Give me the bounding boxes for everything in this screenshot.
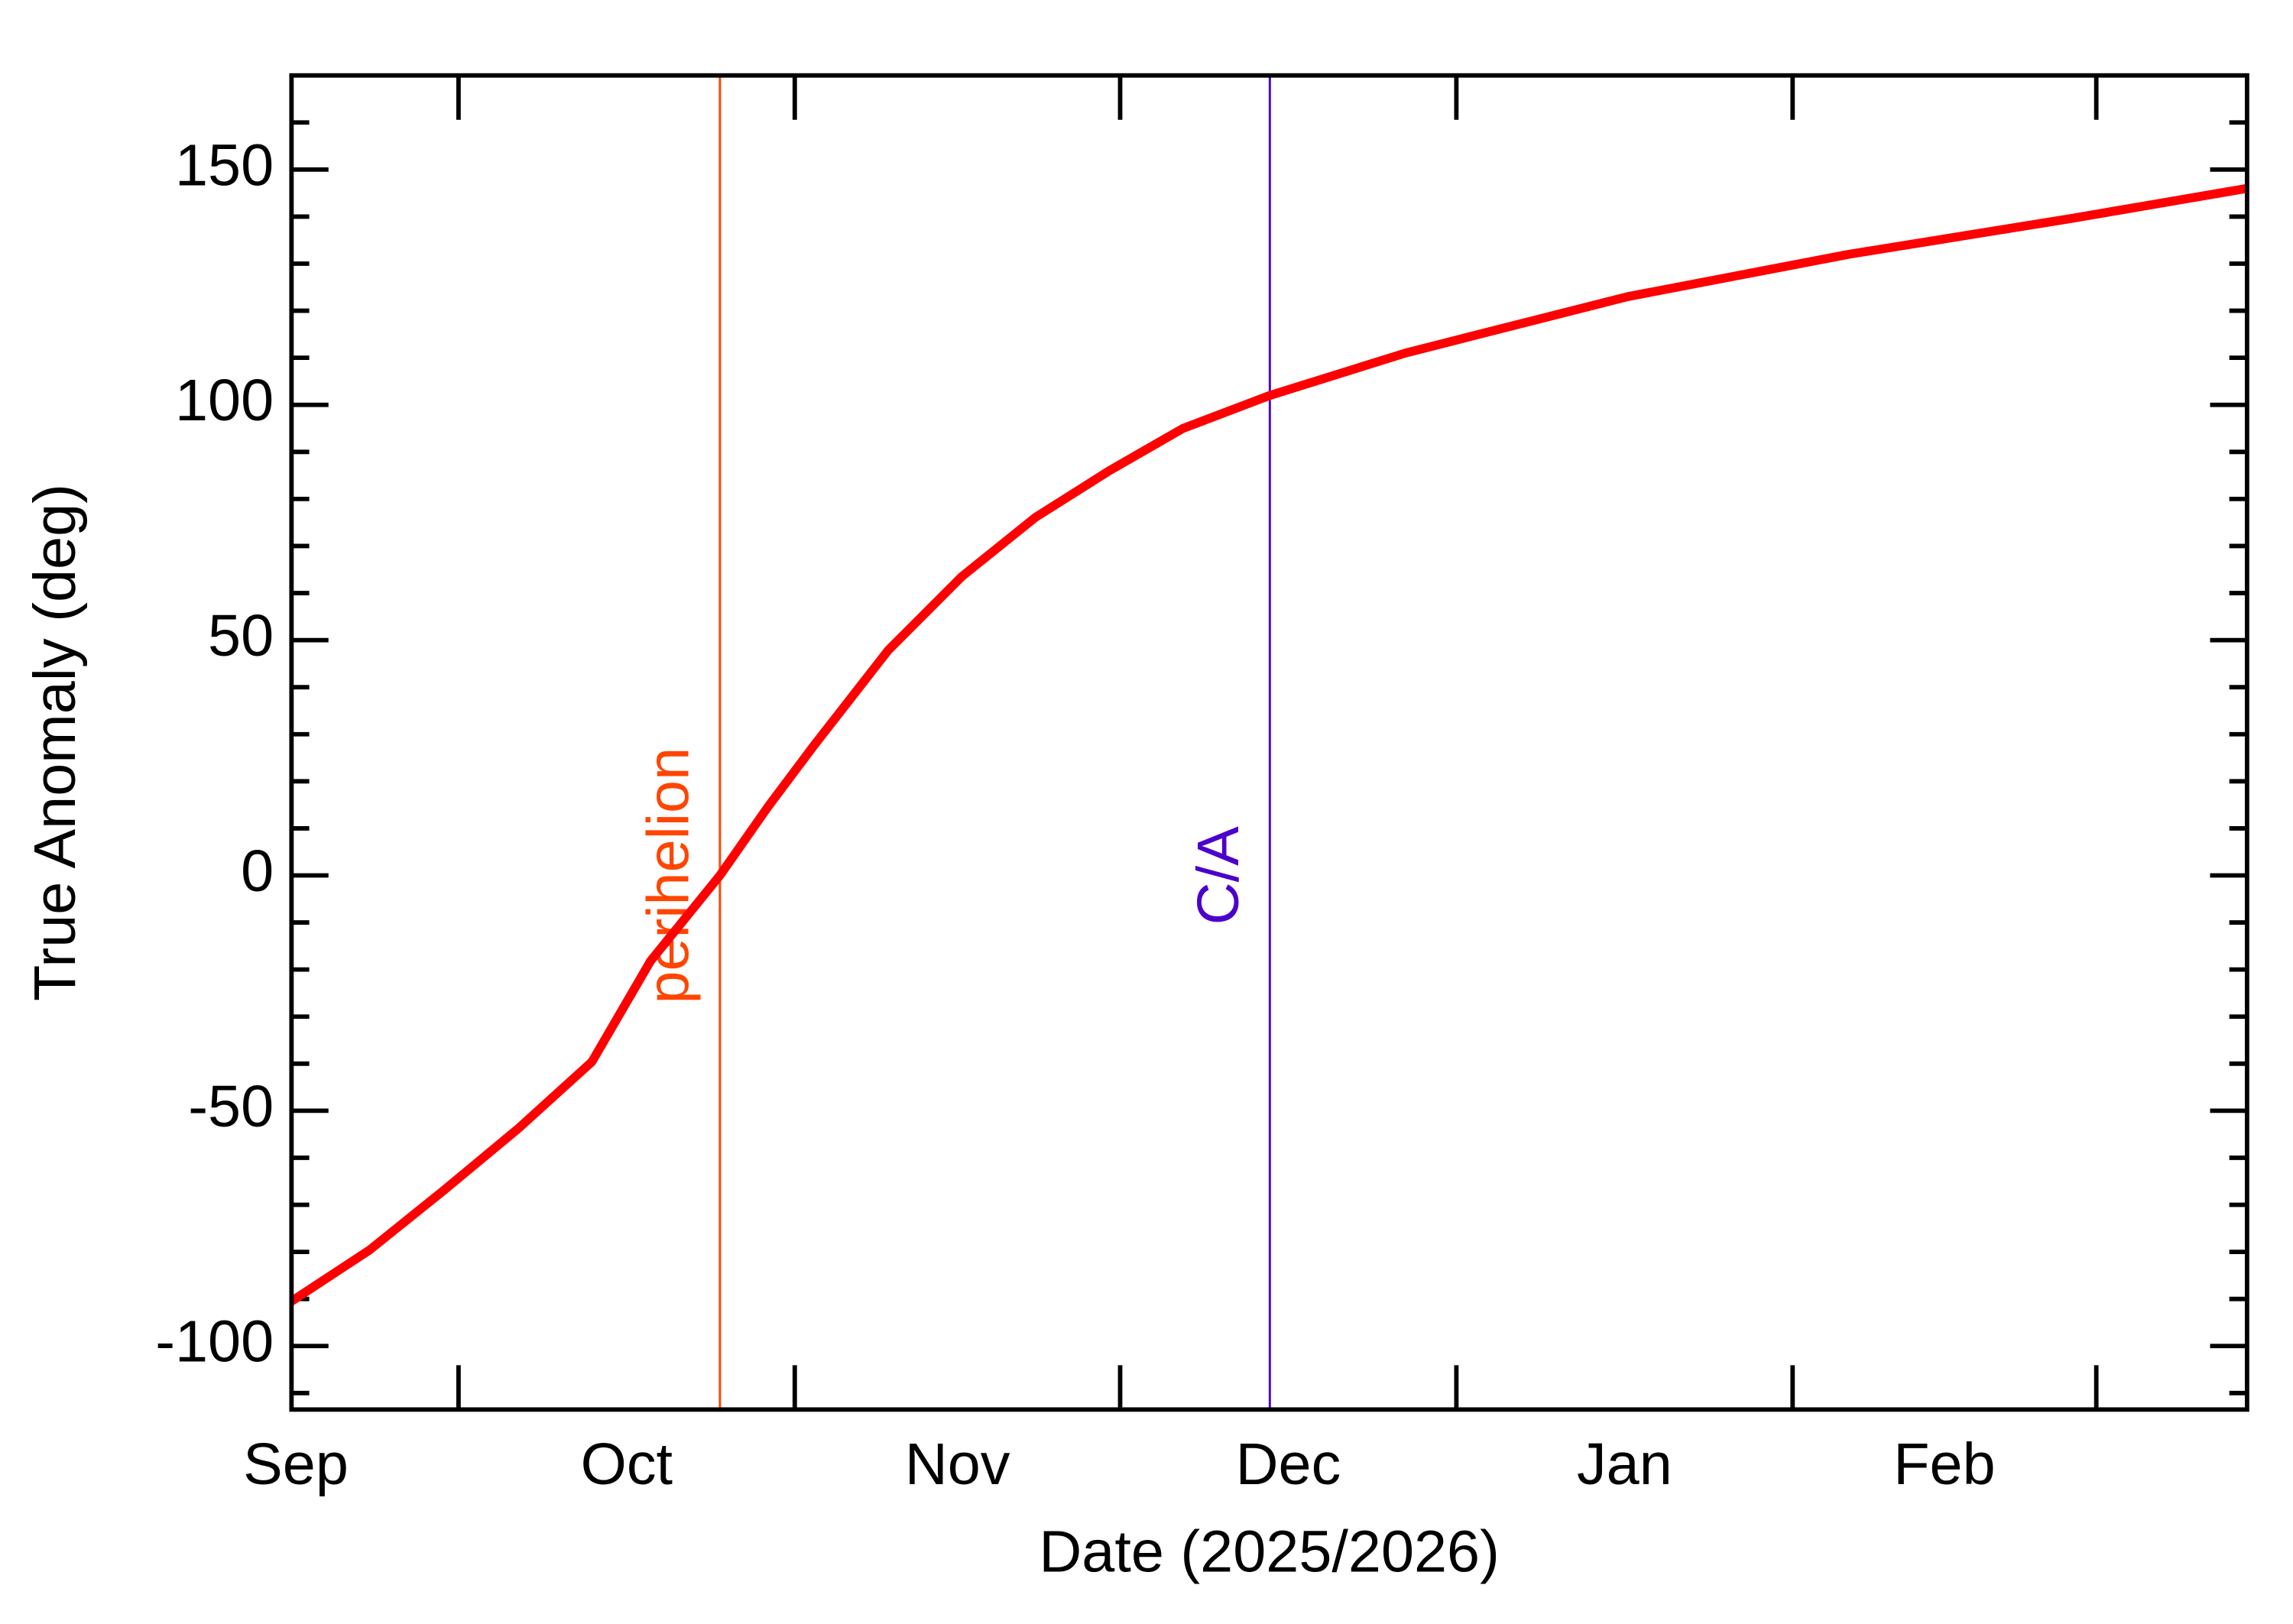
- x-tick-label: Dec: [1236, 1431, 1341, 1497]
- y-tick-label: 150: [175, 132, 274, 198]
- x-tick-label: Feb: [1893, 1431, 1995, 1497]
- y-tick-label: -100: [155, 1309, 274, 1375]
- data-line: [289, 183, 2248, 1305]
- y-axis-title: True Anomaly (deg): [22, 484, 88, 1001]
- plot-frame: [289, 73, 2249, 1412]
- y-tick-label: 0: [241, 838, 274, 904]
- x-tick-label: Nov: [905, 1431, 1010, 1497]
- x-axis-title: Date (2025/2026): [1039, 1519, 1499, 1584]
- y-tick-label: 100: [175, 368, 274, 433]
- y-tick-label: 50: [208, 603, 274, 669]
- x-tick-label: Oct: [581, 1431, 673, 1497]
- y-tick-label: -50: [188, 1074, 274, 1139]
- x-tick-label: Jan: [1577, 1431, 1672, 1497]
- x-tick-label: Sep: [243, 1431, 349, 1497]
- event-label: C/A: [1185, 826, 1251, 925]
